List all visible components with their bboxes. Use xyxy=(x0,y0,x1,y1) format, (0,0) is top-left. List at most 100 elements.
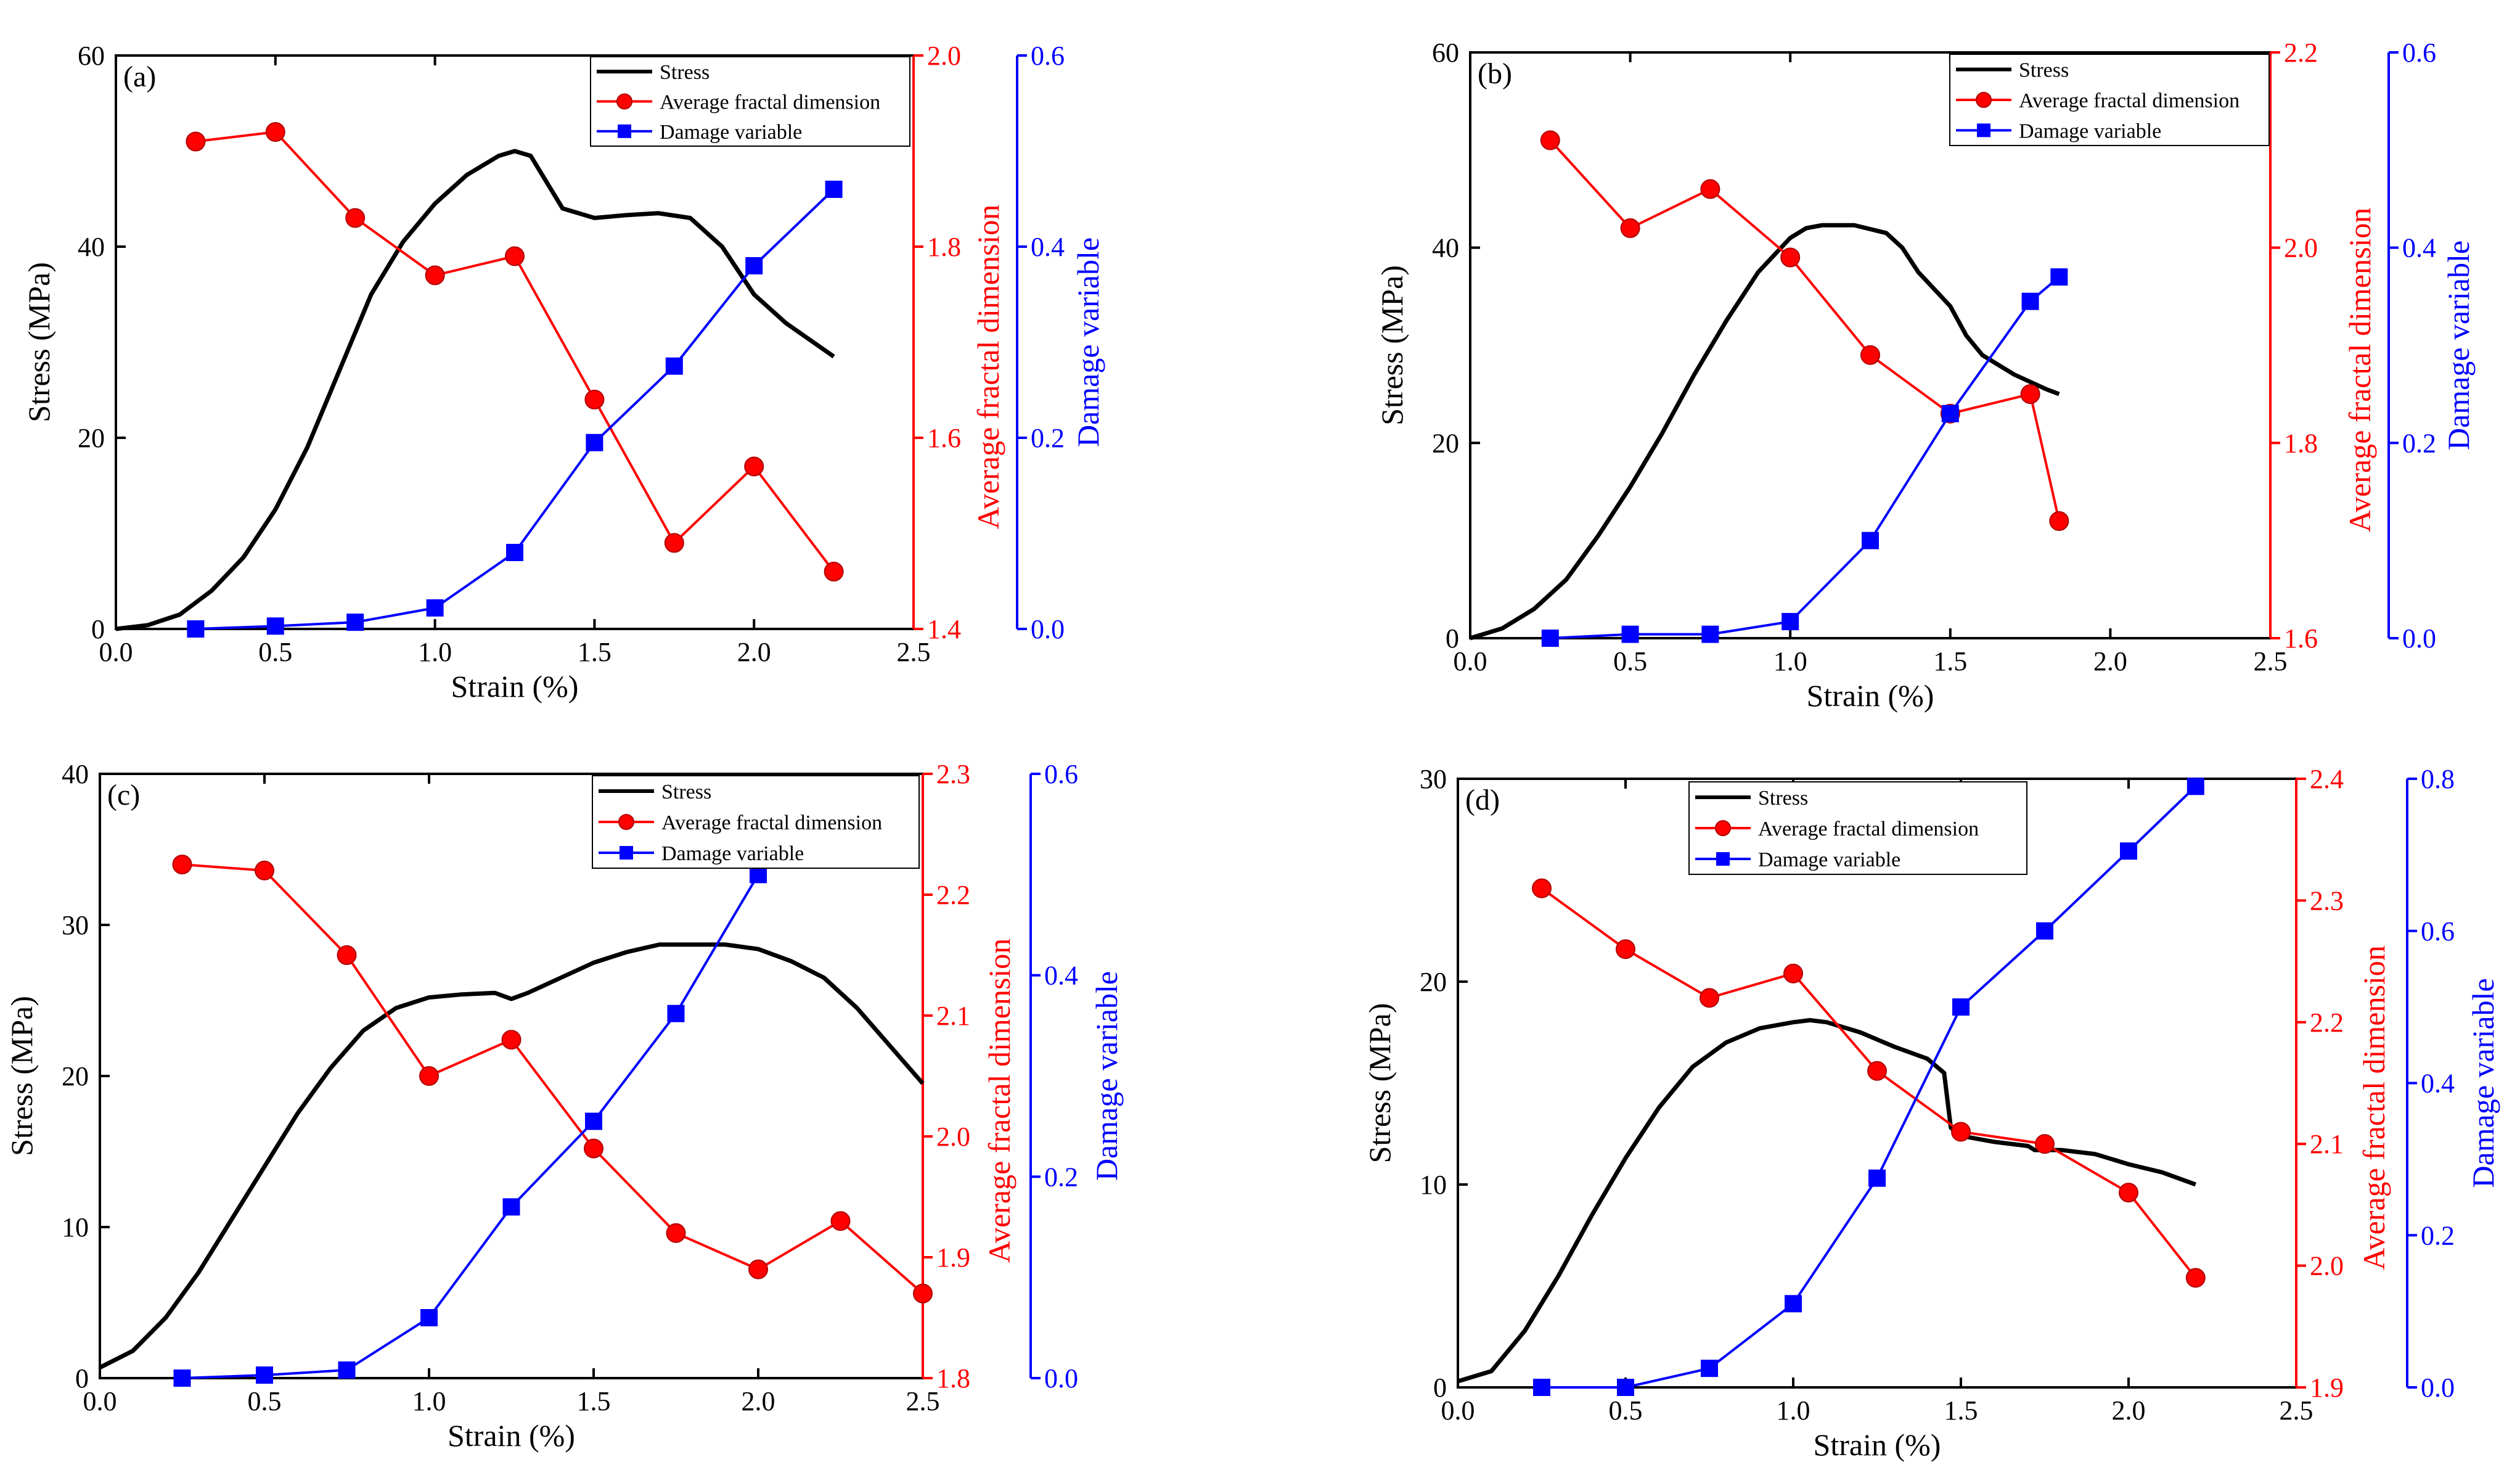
y-mid-tick-label: 1.9 xyxy=(2310,1373,2344,1403)
damage-point xyxy=(420,1309,438,1326)
damage-point xyxy=(173,1369,191,1387)
y-mid-tick-label: 2.2 xyxy=(2310,1008,2344,1038)
legend-label-damage: Damage variable xyxy=(1758,848,1900,871)
x-tick-label: 0.0 xyxy=(1441,1395,1475,1426)
legend-label-fractal: Average fractal dimension xyxy=(661,811,882,834)
fractal-point xyxy=(1783,963,1803,983)
x-tick-label: 1.5 xyxy=(1944,1395,1978,1426)
y-left-tick-label: 10 xyxy=(1420,1170,1447,1200)
damage-point xyxy=(346,614,364,631)
fractal-point xyxy=(1867,1061,1887,1081)
y-left-axis-label: Stress (MPa) xyxy=(1375,265,1409,425)
y-left-tick-label: 0 xyxy=(1433,1373,1447,1403)
fractal-point xyxy=(666,1223,686,1243)
damage-point xyxy=(2021,292,2039,310)
damage-point xyxy=(1952,998,1970,1016)
fractal-point xyxy=(744,456,764,477)
damage-point xyxy=(586,433,603,451)
y-mid-tick-label: 1.6 xyxy=(927,423,961,453)
chart-panel-2: 0.0 0.5 1.0 1.5 2.0 2.5 Strain (%) 0 20 40 60 Stres… xyxy=(1375,38,2476,713)
y-right-tick-label: 0.6 xyxy=(2421,916,2455,946)
fractal-point xyxy=(584,1138,603,1159)
y-mid-axis-label: Average fractal dimension xyxy=(982,938,1017,1263)
y-left-axis-label: Stress (MPa) xyxy=(4,996,39,1156)
y-mid-tick-label: 2.0 xyxy=(927,41,961,71)
fractal-point xyxy=(505,246,525,266)
y-right-tick-label: 0.6 xyxy=(1031,41,1065,71)
fractal-point xyxy=(501,1030,522,1050)
y-left-tick-label: 40 xyxy=(62,759,89,789)
damage-point xyxy=(667,1004,685,1022)
legend-label-damage: Damage variable xyxy=(2019,120,2161,142)
fractal-point xyxy=(1951,1122,1971,1142)
damage-point xyxy=(2036,922,2053,940)
y-left-tick-label: 30 xyxy=(62,910,89,940)
y-mid-tick-label: 1.8 xyxy=(2284,428,2318,458)
y-right-tick-label: 0.2 xyxy=(1031,423,1065,453)
fractal-point xyxy=(255,860,274,881)
y-mid-tick-label: 2.0 xyxy=(2310,1251,2344,1281)
damage-point xyxy=(1782,613,1799,631)
legend: Stress Average fractal dimension Damage va… xyxy=(590,56,910,147)
legend-label-stress: Stress xyxy=(2019,59,2069,82)
x-tick-label: 1.0 xyxy=(412,1386,446,1416)
legend-label-stress: Stress xyxy=(1758,787,1808,810)
damage-point xyxy=(745,257,763,274)
y-left-tick-label: 20 xyxy=(62,1061,89,1091)
damage-point xyxy=(825,181,843,198)
chart-panel-1: 0.0 0.5 1.0 1.5 2.0 2.5 Strain (%) 0 20 40 60 Stres… xyxy=(22,41,1105,704)
chart-panel-4: 0.0 0.5 1.0 1.5 2.0 2.5 Strain (%) 0 10 20 30 Stres… xyxy=(1362,764,2500,1462)
x-tick-label: 1.0 xyxy=(418,637,452,667)
fractal-series-line xyxy=(1540,887,2197,1279)
fractal-point xyxy=(186,131,206,152)
y-left-tick-label: 20 xyxy=(78,423,105,453)
damage-point xyxy=(1701,1360,1718,1378)
x-tick-label: 2.0 xyxy=(2112,1395,2146,1426)
y-mid-tick-label: 2.2 xyxy=(2284,38,2318,68)
fractal-point xyxy=(1620,218,1640,238)
damage-point xyxy=(1941,404,1959,422)
y-left-tick-label: 60 xyxy=(1432,38,1459,68)
y-mid-axis-label: Average fractal dimension xyxy=(971,205,1005,530)
fractal-point xyxy=(2035,1134,2055,1154)
panel-label: (a) xyxy=(123,60,156,93)
damage-point xyxy=(1617,1379,1634,1396)
fractal-point xyxy=(830,1211,851,1231)
legend-marker-fractal xyxy=(1976,92,1992,108)
panel-label: (b) xyxy=(1478,57,1512,90)
y-left-tick-label: 0 xyxy=(91,614,105,644)
fractal-point xyxy=(172,855,192,874)
y-right-tick-label: 0.6 xyxy=(2402,38,2436,68)
damage-point xyxy=(1533,1379,1550,1396)
x-tick-label: 2.0 xyxy=(742,1386,775,1416)
y-mid-tick-label: 2.1 xyxy=(2310,1129,2344,1159)
damage-point xyxy=(1701,625,1719,643)
y-right-tick-label: 0.4 xyxy=(2402,233,2436,263)
fractal-point xyxy=(1532,878,1552,898)
y-left-tick-label: 40 xyxy=(78,232,105,262)
y-right-tick-label: 0.2 xyxy=(1044,1162,1078,1192)
y-right-tick-label: 0.2 xyxy=(2402,428,2436,458)
x-tick-label: 0.0 xyxy=(1454,646,1487,676)
panel-label: (c) xyxy=(107,779,140,811)
y-mid-tick-label: 1.8 xyxy=(927,232,961,262)
fractal-point xyxy=(425,265,445,285)
x-tick-label: 2.0 xyxy=(2093,646,2127,676)
y-left-tick-label: 40 xyxy=(1432,233,1459,263)
x-tick-label: 0.5 xyxy=(1613,646,1647,676)
y-right-axis-label: Damage variable xyxy=(1071,237,1105,447)
fractal-series-line xyxy=(182,863,924,1295)
stress-series-line xyxy=(1470,223,2060,641)
legend-marker-damage xyxy=(1977,123,1990,138)
damage-point xyxy=(266,617,284,635)
damage-point xyxy=(2120,842,2137,860)
y-right-axis-label: Damage variable xyxy=(2441,240,2476,450)
x-tick-label: 1.0 xyxy=(1777,1395,1810,1426)
stress-series-line xyxy=(1458,1018,2196,1384)
x-tick-label: 0.5 xyxy=(248,1386,282,1416)
y-right-tick-label: 0.4 xyxy=(1044,961,1078,991)
legend-label-damage: Damage variable xyxy=(660,121,802,144)
x-axis-label: Strain (%) xyxy=(1814,1427,1941,1462)
y-mid-axis-label: Average fractal dimension xyxy=(2357,945,2391,1270)
